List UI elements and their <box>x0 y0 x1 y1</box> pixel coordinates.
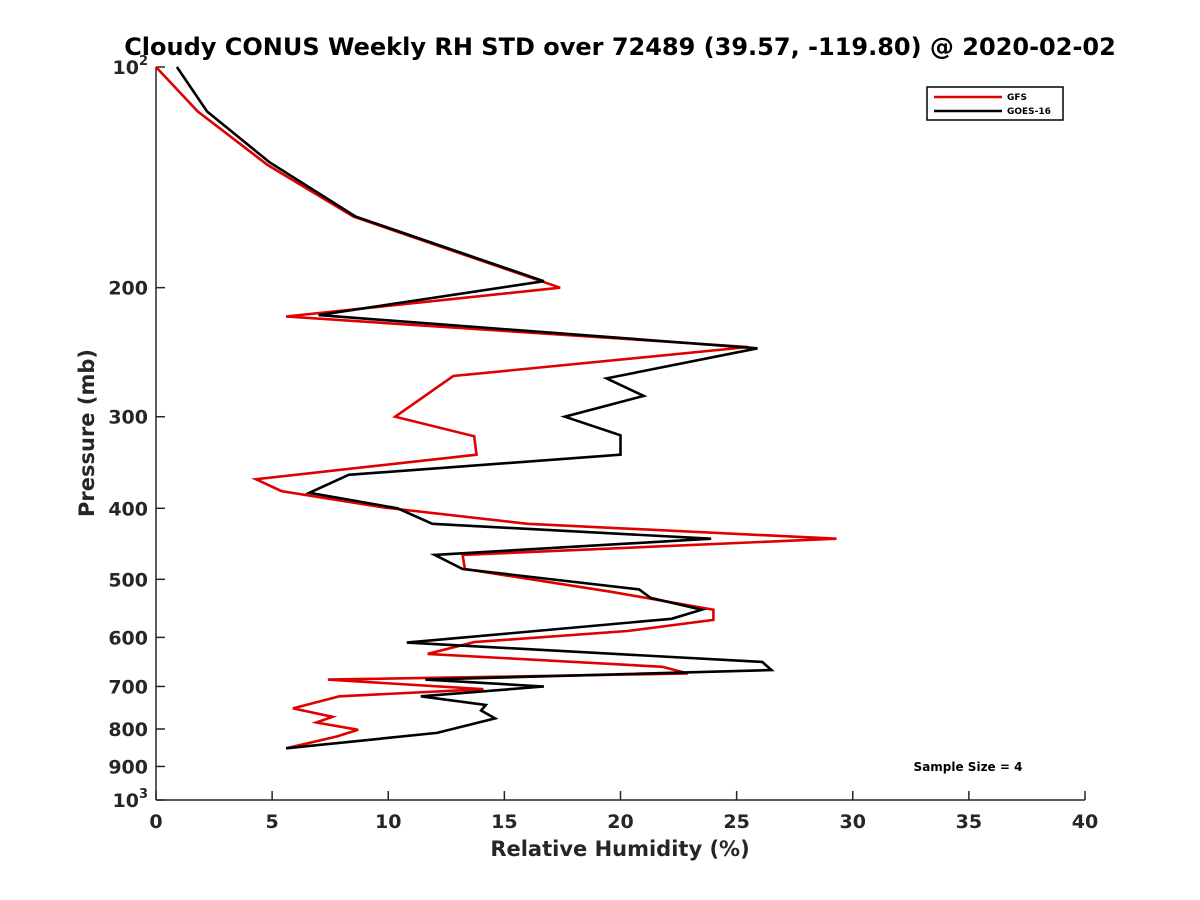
x-tick-label: 20 <box>607 811 633 833</box>
x-tick-label: 35 <box>956 811 982 833</box>
legend-box <box>926 86 1064 121</box>
x-tick-label: 10 <box>375 811 401 833</box>
y-tick-label: 800 <box>108 719 148 741</box>
y-axis-label: Pressure (mb) <box>75 349 99 517</box>
x-tick-label: 30 <box>840 811 866 833</box>
chart-title: Cloudy CONUS Weekly RH STD over 72489 (3… <box>124 33 1116 61</box>
axes: 0 5 10 15 20 25 30 35 40 102 200 300 400 500 600 700 800… <box>108 54 1098 833</box>
x-tick-label: 25 <box>723 811 749 833</box>
x-tick-label: 0 <box>149 811 162 833</box>
series-layer <box>155 66 837 750</box>
y-tick-label: 200 <box>108 278 148 300</box>
x-tick-label: 40 <box>1072 811 1098 833</box>
x-axis-label: Relative Humidity (%) <box>490 837 749 861</box>
y-tick-label: 500 <box>108 569 148 591</box>
legend-label: GOES-16 <box>1007 107 1051 117</box>
y-tick-label: 102 <box>113 54 149 79</box>
legend-label: GFS <box>1007 93 1027 103</box>
y-tick-label: 900 <box>108 756 148 778</box>
y-tick-label: 300 <box>108 407 148 429</box>
y-tick-label: 400 <box>108 498 148 520</box>
y-tick-label: 600 <box>108 627 148 649</box>
legend: GFS GOES-16 <box>926 86 1064 121</box>
sample-size-annotation: Sample Size = 4 <box>914 760 1023 774</box>
series-line-goes-16 <box>175 66 775 750</box>
x-tick-label: 15 <box>491 811 517 833</box>
x-tick-label: 5 <box>266 811 279 833</box>
y-tick-label: 103 <box>113 787 149 812</box>
y-tick-label: 700 <box>108 676 148 698</box>
